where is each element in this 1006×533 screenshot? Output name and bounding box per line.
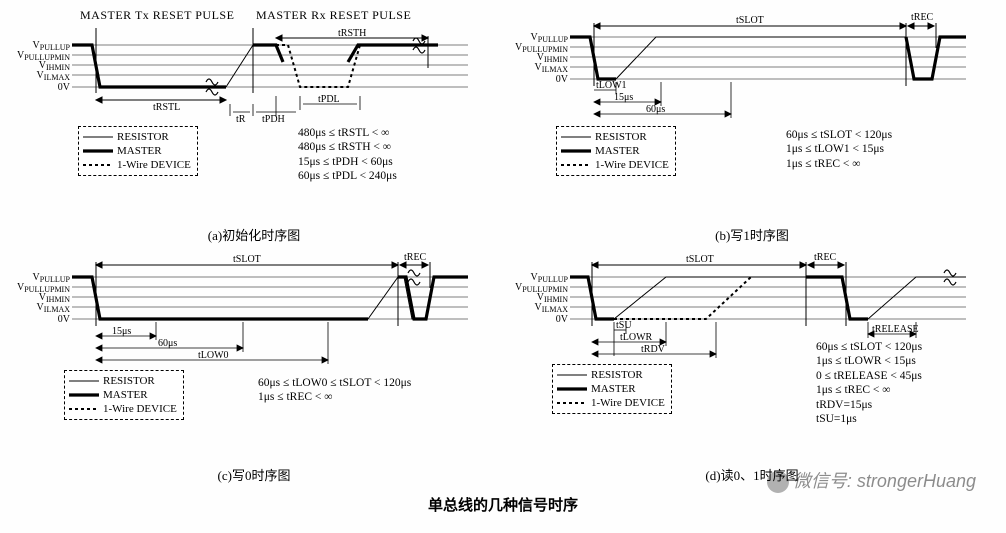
- svg-text:tRELEASE: tRELEASE: [872, 324, 919, 335]
- svg-text:0V: 0V: [556, 314, 569, 325]
- svg-text:tREC: tREC: [404, 252, 427, 263]
- svg-text:tSU: tSU: [616, 320, 632, 331]
- svg-text:tRSTH: tRSTH: [338, 28, 366, 39]
- svg-text:tPDL: tPDL: [318, 94, 340, 105]
- legend-c: RESISTOR MASTER 1-Wire DEVICE: [64, 370, 184, 420]
- svg-text:0V: 0V: [58, 82, 71, 93]
- svg-text:tSLOT: tSLOT: [686, 254, 714, 265]
- svg-text:tSLOT: tSLOT: [736, 15, 764, 26]
- wechat-icon: [767, 471, 789, 493]
- svg-text:0V: 0V: [58, 314, 71, 325]
- svg-text:tRSTL: tRSTL: [153, 102, 180, 113]
- panel-d: VPULLUP VPULLUPMIN VIHMIN VILMAX 0V: [506, 248, 998, 482]
- panel-a-tx-label: MASTER Tx RESET PULSE: [80, 8, 234, 23]
- legend-d: RESISTOR MASTER 1-Wire DEVICE: [552, 364, 672, 414]
- svg-text:tREC: tREC: [911, 12, 934, 23]
- constraints-a: 480μs ≤ tRSTL < ∞ 480μs ≤ tRSTH < ∞ 15μs…: [298, 126, 397, 184]
- legend-a: RESISTOR MASTER 1-Wire DEVICE: [78, 126, 198, 176]
- svg-text:tPDH: tPDH: [262, 114, 285, 125]
- panel-b: VPULLUP VPULLUPMIN VIHMIN VILMAX 0V: [506, 8, 998, 242]
- svg-text:VPULLUP: VPULLUP: [531, 272, 569, 284]
- legend-b: RESISTOR MASTER 1-Wire DEVICE: [556, 126, 676, 176]
- svg-text:VPULLUP: VPULLUP: [33, 40, 71, 52]
- watermark: 微信号: strongerHuang: [767, 467, 976, 493]
- main-title: 单总线的几种信号时序: [0, 494, 1006, 515]
- panel-a: MASTER Tx RESET PULSE MASTER Rx RESET PU…: [8, 8, 500, 242]
- panel-a-rx-label: MASTER Rx RESET PULSE: [256, 8, 411, 23]
- constraints-b: 60μs ≤ tSLOT < 120μs 1μs ≤ tLOW1 < 15μs …: [786, 128, 892, 171]
- svg-text:VPULLUP: VPULLUP: [33, 272, 71, 284]
- caption-c: (c)写0时序图: [8, 465, 500, 484]
- svg-text:tREC: tREC: [814, 252, 837, 263]
- constraints-c: 60μs ≤ tLOW0 ≤ tSLOT < 120μs 1μs ≤ tREC …: [258, 376, 411, 405]
- panel-c: VPULLUP VPULLUPMIN VIHMIN VILMAX 0V: [8, 248, 500, 482]
- svg-text:tLOW1: tLOW1: [596, 80, 627, 91]
- svg-text:VPULLUP: VPULLUP: [531, 32, 569, 44]
- svg-text:60μs: 60μs: [646, 104, 665, 115]
- svg-text:15μs: 15μs: [614, 92, 633, 103]
- svg-text:tR: tR: [236, 114, 246, 125]
- constraints-d: 60μs ≤ tSLOT < 120μs 1μs ≤ tLOWR < 15μs …: [816, 340, 922, 426]
- caption-b: (b)写1时序图: [506, 225, 998, 244]
- svg-text:0V: 0V: [556, 74, 569, 85]
- svg-text:60μs: 60μs: [158, 338, 177, 349]
- svg-text:tRDV: tRDV: [641, 344, 666, 355]
- svg-text:tLOWR: tLOWR: [620, 332, 653, 343]
- svg-text:tLOW0: tLOW0: [198, 350, 229, 361]
- svg-text:15μs: 15μs: [112, 326, 131, 337]
- svg-text:tSLOT: tSLOT: [233, 254, 261, 265]
- caption-a: (a)初始化时序图: [8, 225, 500, 244]
